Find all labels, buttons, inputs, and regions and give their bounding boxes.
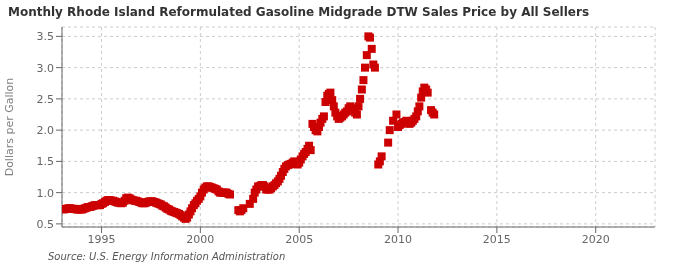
svg-text:2.5: 2.5: [37, 93, 55, 106]
svg-text:1995: 1995: [88, 233, 116, 246]
svg-text:2000: 2000: [186, 233, 214, 246]
svg-text:2015: 2015: [483, 233, 511, 246]
svg-text:1.5: 1.5: [37, 155, 55, 168]
svg-text:1.0: 1.0: [37, 187, 55, 200]
svg-text:2.0: 2.0: [37, 124, 55, 137]
svg-text:3.0: 3.0: [37, 62, 55, 75]
html-text:Source: U.S. Energy Informatio: Source: U.S. Energy Information Administ…: [48, 251, 286, 262]
svg-text:Dollars per Gallon: Dollars per Gallon: [8, 78, 16, 177]
svg-text:2010: 2010: [384, 233, 412, 246]
svg-text:2020: 2020: [582, 233, 610, 246]
svg-text:3.5: 3.5: [37, 30, 55, 43]
svg-text:0.5: 0.5: [37, 218, 55, 231]
svg-text:2005: 2005: [285, 233, 313, 246]
html-text:Monthly Rhode Island Reformula: Monthly Rhode Island Reformulated Gasoli…: [8, 5, 589, 19]
